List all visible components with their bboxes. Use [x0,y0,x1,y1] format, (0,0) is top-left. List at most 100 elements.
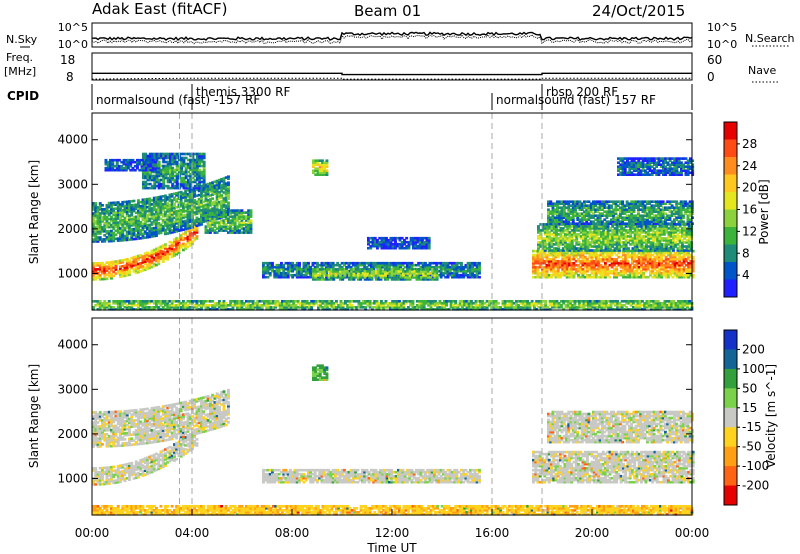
range-cell [655,255,659,259]
range-cell [683,229,687,232]
range-cell [141,269,145,272]
range-cell [289,261,292,265]
range-cell [654,235,657,238]
range-cell [578,212,582,215]
range-cell [161,254,165,257]
range-cell [164,222,167,226]
range-cell [189,186,193,190]
range-cell [295,275,299,279]
range-cell [543,243,547,246]
range-cell [179,208,183,212]
range-cell [582,235,585,238]
range-cell [660,233,664,236]
range-cell [685,257,688,261]
range-cell [125,214,129,218]
range-cell [400,236,404,240]
range-cell [218,229,221,232]
range-cell [637,265,641,269]
range-cell [347,269,351,273]
range-cell [559,263,562,267]
range-cell [161,209,165,212]
range-cell [478,265,481,269]
range-cell [307,265,310,269]
range-cell [674,245,678,248]
range-cell [635,267,639,271]
range-cell [161,250,165,253]
range-cell [155,255,158,259]
range-cell [206,188,210,192]
range-cell [103,214,107,217]
range-cell [645,249,648,252]
range-cell [112,227,116,231]
range-cell [198,186,202,190]
range-cell [389,236,393,240]
range-cell [439,263,443,267]
range-cell [667,231,671,234]
range-cell [196,162,199,166]
range-cell [631,237,635,240]
range-cell [599,271,603,275]
range-cell [193,174,197,178]
range-cell [660,245,664,248]
range-cell [224,192,228,195]
range-cell [396,236,400,240]
range-cell [665,229,669,232]
range-cell [103,226,107,229]
range-cell [350,270,354,273]
range-cell [583,222,586,225]
range-cell [599,259,603,263]
range-cell [433,272,437,275]
range-cell [586,249,590,252]
range-cell [184,176,188,180]
range-cell [656,235,660,238]
range-cell [264,275,268,279]
range-cell [583,251,587,255]
range-cell [321,270,324,273]
range-cell [139,233,143,236]
range-cell [161,256,165,259]
range-cell [169,152,172,156]
range-cell [649,225,653,228]
range-cell [620,231,624,234]
range-cell [622,275,625,279]
range-cell [685,269,688,273]
range-cell [636,225,639,228]
range-cell [262,271,265,275]
range-cell [570,225,574,228]
range-cell [187,170,190,174]
range-cell [193,168,197,172]
range-cell [649,271,652,275]
range-cell [395,278,399,281]
nave-line [91,77,692,80]
range-cell [312,268,315,271]
range-cell [107,261,111,264]
range-cell [604,261,607,265]
range-cell [651,259,655,263]
range-cell [312,274,315,277]
range-cell [325,271,328,275]
range-cell [144,184,148,188]
range-cell [197,203,201,207]
range-cell [551,210,555,213]
range-cell [584,233,588,236]
range-cell [645,231,648,234]
range-cell [107,267,111,270]
range-cell [619,263,623,267]
range-cell [568,259,571,263]
range-cell [134,207,138,211]
range-cell [302,261,306,265]
range-cell [249,225,253,228]
range-cell [611,229,615,232]
range-cell [215,211,219,214]
range-cell [420,276,423,279]
range-cell [92,204,95,207]
range-cell [141,210,145,214]
range-cell [352,261,355,265]
range-cell [651,269,655,273]
range-cell [215,197,219,201]
range-cell [429,272,432,275]
range-cell [606,245,610,248]
range-cell [586,265,589,269]
range-cell [545,257,549,261]
range-cell [139,264,143,267]
